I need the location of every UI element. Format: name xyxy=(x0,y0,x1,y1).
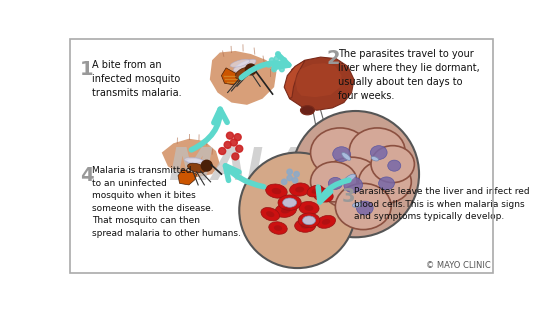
Polygon shape xyxy=(295,63,342,97)
Circle shape xyxy=(270,58,274,62)
Ellipse shape xyxy=(371,156,378,161)
Ellipse shape xyxy=(359,160,411,203)
Ellipse shape xyxy=(235,67,251,79)
Ellipse shape xyxy=(230,59,250,67)
Circle shape xyxy=(245,64,256,75)
Text: The parasites travel to your
liver where they lie dormant,
usually about ten day: The parasites travel to your liver where… xyxy=(338,49,480,101)
Text: 4: 4 xyxy=(80,167,93,185)
Ellipse shape xyxy=(188,163,206,173)
Ellipse shape xyxy=(300,106,315,115)
Ellipse shape xyxy=(370,146,387,159)
Ellipse shape xyxy=(278,195,301,210)
Ellipse shape xyxy=(349,128,405,174)
Circle shape xyxy=(234,134,241,141)
Circle shape xyxy=(287,169,293,175)
Ellipse shape xyxy=(299,201,319,214)
Ellipse shape xyxy=(344,177,362,193)
Ellipse shape xyxy=(283,198,296,207)
Polygon shape xyxy=(210,51,277,105)
Ellipse shape xyxy=(300,223,310,229)
Polygon shape xyxy=(162,139,220,177)
Ellipse shape xyxy=(266,211,274,217)
Ellipse shape xyxy=(342,153,350,160)
Circle shape xyxy=(219,148,225,154)
Ellipse shape xyxy=(295,187,304,193)
Text: Malaria is transmitted
to an uninfected
mosquito when it bites
someone with the : Malaria is transmitted to an uninfected … xyxy=(92,167,241,238)
Ellipse shape xyxy=(186,159,210,167)
Ellipse shape xyxy=(295,219,316,232)
Ellipse shape xyxy=(388,160,401,171)
Ellipse shape xyxy=(356,201,373,215)
Ellipse shape xyxy=(261,208,279,221)
Ellipse shape xyxy=(344,174,356,182)
Circle shape xyxy=(227,132,233,139)
Ellipse shape xyxy=(266,184,287,198)
Text: A bite from an
infected mosquito
transmits malaria.: A bite from an infected mosquito transmi… xyxy=(92,60,182,98)
Polygon shape xyxy=(284,60,305,99)
Circle shape xyxy=(224,142,231,148)
Ellipse shape xyxy=(281,207,290,214)
Ellipse shape xyxy=(318,192,328,198)
Ellipse shape xyxy=(302,216,316,225)
Polygon shape xyxy=(287,57,354,110)
Polygon shape xyxy=(222,68,240,85)
Circle shape xyxy=(272,67,277,72)
Circle shape xyxy=(287,175,293,181)
Ellipse shape xyxy=(233,59,256,72)
Text: 1: 1 xyxy=(80,60,93,79)
Circle shape xyxy=(293,178,298,183)
Ellipse shape xyxy=(322,219,331,225)
Ellipse shape xyxy=(328,177,342,189)
Circle shape xyxy=(274,56,279,61)
Text: 2: 2 xyxy=(326,49,340,68)
Text: © MAYO CLINIC: © MAYO CLINIC xyxy=(426,260,491,270)
Ellipse shape xyxy=(305,205,314,211)
Ellipse shape xyxy=(321,157,383,210)
Circle shape xyxy=(294,171,299,177)
Circle shape xyxy=(232,153,239,160)
Text: MALARIA: MALARIA xyxy=(168,146,395,189)
Text: 3: 3 xyxy=(342,187,355,206)
Ellipse shape xyxy=(311,128,370,177)
Ellipse shape xyxy=(313,188,333,202)
Circle shape xyxy=(276,52,280,56)
Circle shape xyxy=(239,153,355,268)
Ellipse shape xyxy=(275,203,296,218)
Polygon shape xyxy=(178,170,197,185)
Ellipse shape xyxy=(269,222,287,234)
Ellipse shape xyxy=(353,202,362,207)
Circle shape xyxy=(292,111,419,237)
Ellipse shape xyxy=(317,215,336,228)
Text: Parasites leave the liver and infect red
blood cells.This is when malaria signs
: Parasites leave the liver and infect red… xyxy=(354,187,530,221)
Ellipse shape xyxy=(307,185,323,197)
FancyArrowPatch shape xyxy=(318,180,349,202)
Ellipse shape xyxy=(290,183,310,196)
FancyArrowPatch shape xyxy=(226,166,263,187)
FancyArrowPatch shape xyxy=(241,55,289,78)
Circle shape xyxy=(282,179,287,184)
Ellipse shape xyxy=(378,177,394,190)
Ellipse shape xyxy=(272,188,281,194)
Circle shape xyxy=(277,62,282,66)
Ellipse shape xyxy=(311,162,357,202)
Circle shape xyxy=(282,58,287,62)
Ellipse shape xyxy=(333,147,350,162)
Circle shape xyxy=(266,62,271,67)
Circle shape xyxy=(230,139,237,146)
Ellipse shape xyxy=(311,188,319,194)
FancyArrowPatch shape xyxy=(191,109,227,150)
Circle shape xyxy=(201,160,212,171)
Circle shape xyxy=(279,67,284,72)
Ellipse shape xyxy=(298,213,320,228)
Ellipse shape xyxy=(184,158,203,163)
Ellipse shape xyxy=(371,146,414,183)
Ellipse shape xyxy=(336,183,391,230)
Circle shape xyxy=(236,145,243,152)
Ellipse shape xyxy=(274,225,282,231)
